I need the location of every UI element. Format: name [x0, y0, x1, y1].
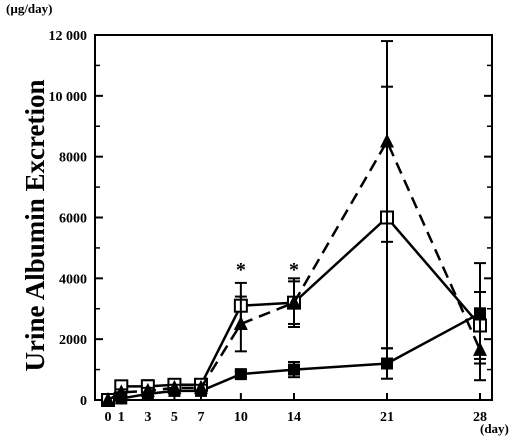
- x-unit-label: (day): [480, 421, 509, 436]
- y-tick-label: 8000: [59, 151, 87, 166]
- data-point-filled-triangle: [194, 379, 208, 394]
- x-tick-label: 0: [105, 410, 112, 425]
- data-point-filled-triangle: [167, 379, 182, 394]
- x-tick-label: 21: [380, 410, 394, 425]
- axes-group: [95, 34, 492, 401]
- data-point-filled-triangle: [114, 384, 129, 399]
- series-open-square: [101, 85, 487, 407]
- data-point-filled-square: [381, 357, 393, 370]
- x-tick-label: 1: [118, 410, 125, 425]
- data-point-filled-triangle: [473, 341, 487, 356]
- data-point-filled-triangle: [380, 133, 394, 148]
- series-filled-triangle: [101, 40, 487, 406]
- x-tick-label: 10: [234, 410, 248, 425]
- plot-frame-group: [94, 34, 493, 401]
- data-point-filled-triangle: [233, 315, 248, 330]
- significance-marker: *: [236, 259, 246, 281]
- x-tick-label: 14: [287, 410, 301, 425]
- x-tick-label: 7: [198, 410, 205, 425]
- y-tick-label: 2000: [59, 333, 87, 348]
- data-point-filled-square: [288, 363, 300, 376]
- y-unit-label: (µg/day): [6, 1, 53, 16]
- x-tick-label: 28: [473, 410, 487, 425]
- plot-frame: [94, 34, 493, 401]
- y-tick-label: 4000: [59, 272, 87, 287]
- data-point-filled-square: [234, 368, 247, 381]
- x-tick-label: 3: [144, 410, 151, 425]
- y-tick-label: 6000: [59, 212, 87, 227]
- data-point-filled-triangle: [101, 392, 115, 406]
- data-point-filled-triangle: [287, 294, 301, 309]
- y-axis-title: Urine Albumin Excretion: [20, 79, 50, 371]
- data-point-filled-triangle: [140, 382, 155, 397]
- y-tick-label: 12 000: [49, 29, 88, 44]
- x-tick-label: 5: [171, 410, 178, 425]
- significance-marker: *: [289, 259, 299, 281]
- series-group: [101, 40, 487, 407]
- y-tick-label: 0: [80, 394, 87, 409]
- y-tick-label: 10 000: [49, 90, 88, 105]
